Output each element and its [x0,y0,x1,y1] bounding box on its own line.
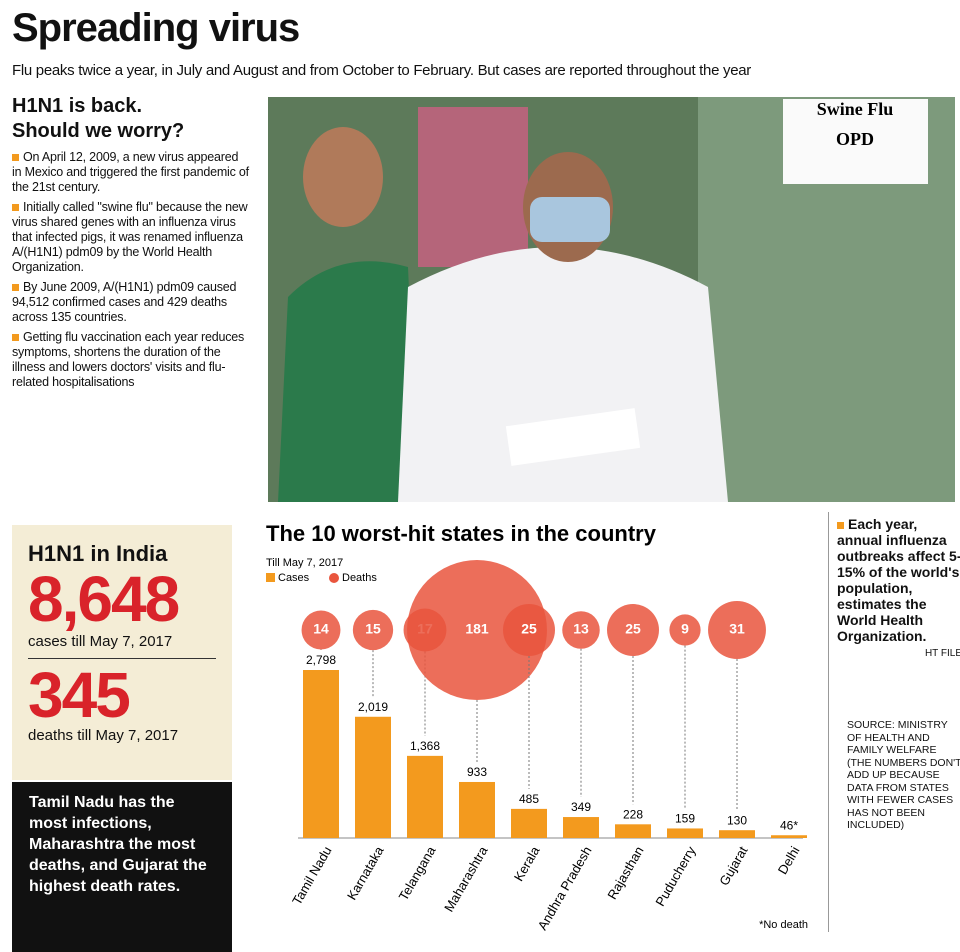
photo: Swine Flu OPD [268,97,955,502]
line: Should we worry? [12,120,185,142]
bullet: Initially called "swine flu" because the… [12,200,250,275]
india-title: H1N1 in India [28,541,168,566]
chart-subtitle: Till May 7, 2017 [266,557,343,569]
bubble-label: 9 [681,621,689,637]
x-tick-label: Maharashtra [441,843,491,914]
bubble [607,604,659,656]
bubble-label: 25 [625,621,641,637]
legend-label: Deaths [342,572,377,584]
sign-text: Swine Flu [817,99,894,119]
x-tick-label: Puducherry [652,843,698,909]
value-label: 1,368 [410,739,440,753]
value-label: 2,019 [358,700,388,714]
legend-swatch [266,573,275,582]
title: Spreading virus [12,6,300,50]
cases-number: 8,648 [28,563,180,635]
subtitle: Flu peaks twice a year, in July and Augu… [12,62,751,79]
value-label: 2,798 [306,653,336,667]
value-label: 46* [780,818,798,832]
bar [719,830,755,838]
value-label: 349 [571,800,591,814]
side-text: Each year, annual influenza outbreaks af… [837,516,960,644]
poster [418,107,528,267]
person [278,261,418,502]
x-tick-label: Gujarat [716,843,750,888]
cases-label: cases till May 7, 2017 [28,631,216,659]
deaths-number: 345 [28,659,131,731]
bar [355,716,391,838]
x-tick-label: Kerala [511,843,543,884]
credit: HT FILE [924,648,960,659]
legend-swatch [329,573,339,583]
x-tick-label: Tamil Nadu [289,844,335,908]
bubble-label: 181 [465,621,489,637]
bar [667,828,703,838]
bubble [708,601,766,659]
bubble [669,614,701,646]
value-label: 485 [519,792,539,806]
value-label: 933 [467,765,487,779]
bubble-label: 14 [313,621,329,637]
bar [615,824,651,838]
bubble [301,610,341,650]
bubble [407,560,547,700]
face [303,127,383,227]
bubble-label: 25 [521,621,537,637]
bar [771,835,807,838]
bubble [562,611,600,649]
doctor [398,247,728,502]
bar [511,808,547,838]
bar [303,670,339,838]
legend-label: Cases [278,572,310,584]
note: *No death [759,919,808,931]
line: H1N1 is back. [12,95,143,117]
x-tick-label: Delhi [775,844,803,877]
value-label: 228 [623,807,643,821]
paper [505,408,641,466]
bullet: Getting flu vaccination each year reduce… [12,330,250,390]
sign [783,99,928,184]
story-title: H1N1 is back. Should we worry? [12,94,250,144]
india-box: H1N1 in India 8,648 cases till May 7, 20… [12,525,232,780]
bubble [503,604,555,656]
bar [459,781,495,838]
x-tick-label: Rajasthan [604,844,646,902]
summary: Tamil Nadu has the most infections, Maha… [12,782,232,952]
deaths-label: deaths till May 7, 2017 [28,727,179,744]
bubble-label: 15 [365,621,381,637]
x-tick-label: Andhra Pradesh [535,844,595,933]
bullet: On April 12, 2009, a new virus appeared … [12,150,249,194]
x-tick-label: Telangana [396,843,439,903]
bar [407,755,443,838]
bar [563,817,599,838]
sidebar: Each year, annual influenza outbreaks af… [828,512,960,932]
chart-title: The 10 worst-hit states in the country [266,521,657,546]
value-label: 130 [727,813,747,827]
story: H1N1 is back. Should we worry? On April 1… [12,94,250,395]
bubble [352,609,394,651]
chart: The 10 worst-hit states in the country T… [266,521,808,933]
bubble-label: 13 [573,621,589,637]
value-label: 159 [675,812,695,826]
source: SOURCE: MINISTRY OF HEALTH AND FAMILY WE… [847,719,960,831]
x-tick-label: Karnataka [344,843,387,902]
mask [530,197,610,242]
bubble-label: 31 [729,621,745,637]
bullet: By June 2009, A/(H1N1) pdm09 caused 94,5… [12,280,250,325]
sign-text: OPD [836,129,874,149]
